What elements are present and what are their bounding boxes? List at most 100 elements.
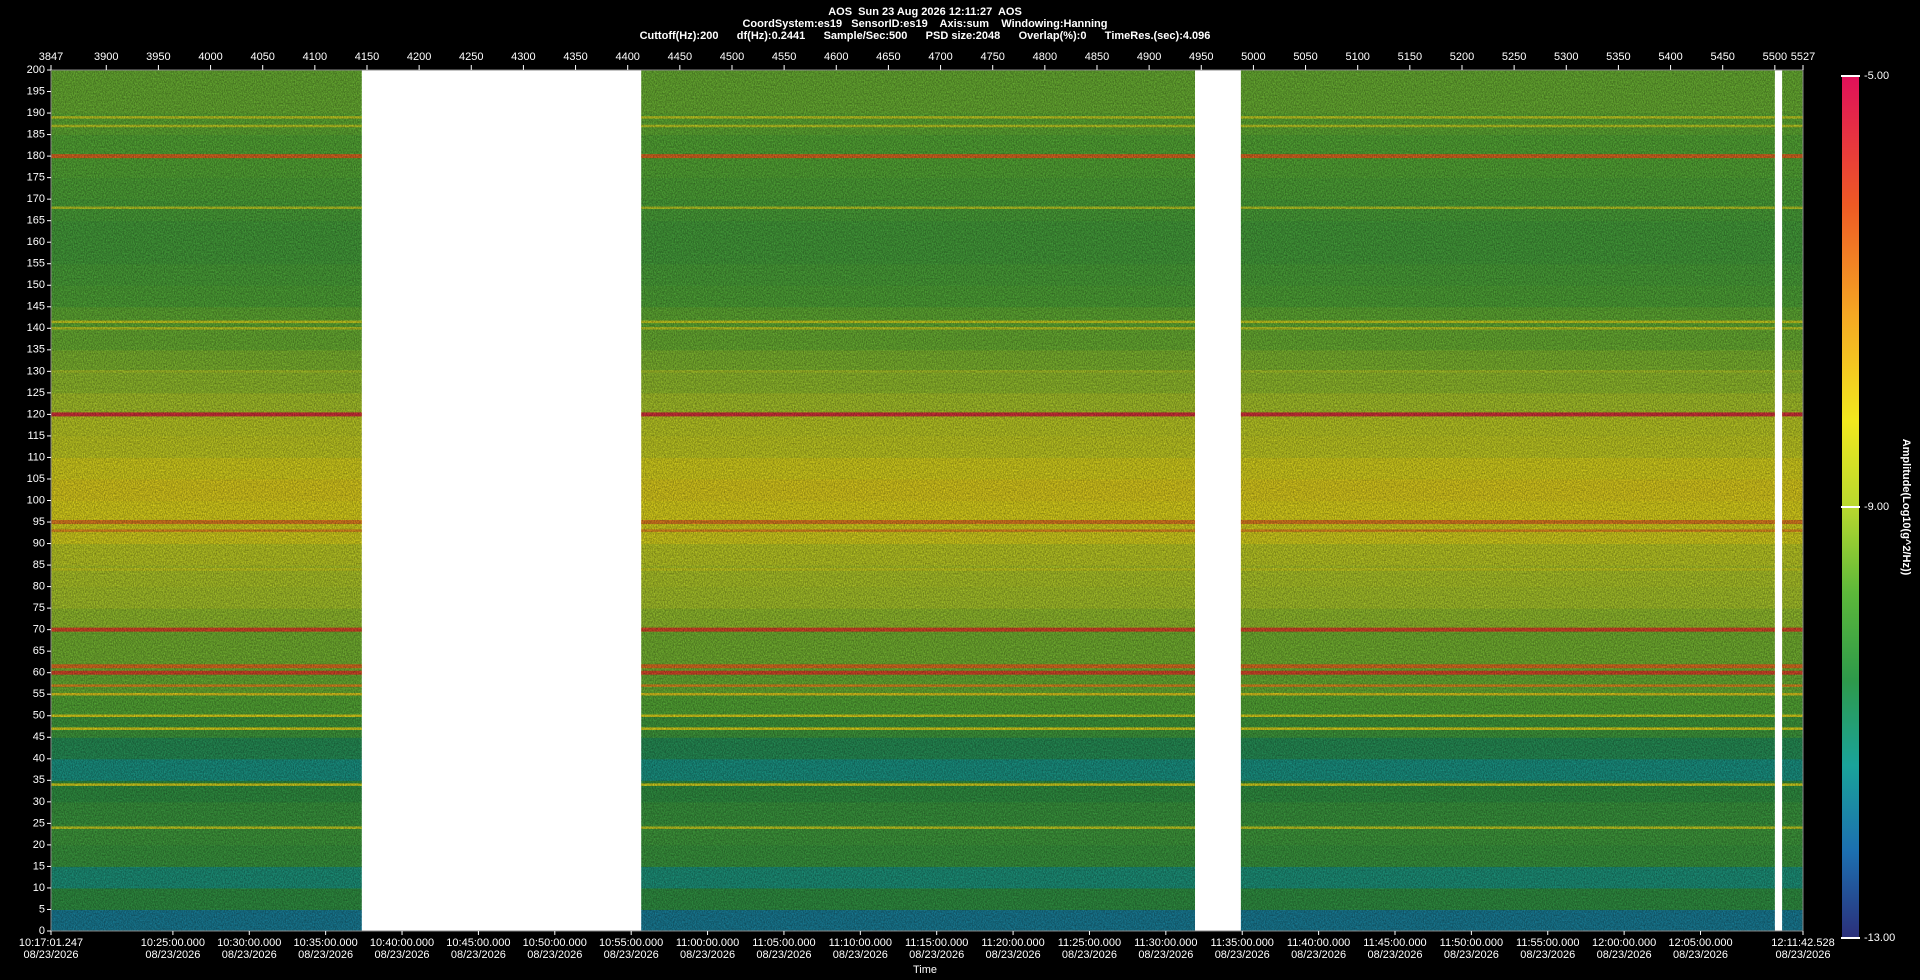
y-tick-label: 40 <box>33 753 45 765</box>
y-tick-label: 145 <box>27 301 45 313</box>
x-tick-label: 4000 <box>198 51 222 63</box>
y-tick-label: 150 <box>27 279 45 291</box>
y-tick-label: 95 <box>33 516 45 528</box>
date-tick-label: 08/23/2026 <box>1062 949 1117 961</box>
time-tick-label: 11:50:00.000 <box>1440 937 1503 949</box>
time-tick-label: 12:11:42.528 <box>1771 937 1834 949</box>
y-tick-label: 120 <box>27 408 45 420</box>
y-tick-label: 190 <box>27 107 45 119</box>
y-tick-label: 165 <box>27 215 45 227</box>
y-tick-label: 110 <box>27 451 45 463</box>
y-tick-label: 180 <box>27 150 45 162</box>
y-tick-label: 65 <box>33 645 45 657</box>
y-tick-label: 85 <box>33 559 45 571</box>
x-tick-label: 4300 <box>511 51 535 63</box>
x-tick-label: 5350 <box>1606 51 1630 63</box>
time-tick-label: 11:05:00.000 <box>752 937 815 949</box>
y-tick-label: 80 <box>33 581 45 593</box>
time-tick-label: 12:00:00.000 <box>1592 937 1656 949</box>
date-tick-label: 08/23/2026 <box>1673 949 1728 961</box>
y-tick-label: 125 <box>27 387 45 399</box>
time-tick-label: 11:25:00.000 <box>1058 937 1121 949</box>
x-tick-label: 5527 <box>1791 51 1815 63</box>
date-tick-label: 08/23/2026 <box>1367 949 1422 961</box>
x-tick-label: 5100 <box>1345 51 1369 63</box>
date-tick-label: 08/23/2026 <box>986 949 1041 961</box>
time-tick-label: 10:30:00.000 <box>217 937 281 949</box>
y-tick-label: 100 <box>27 494 45 506</box>
y-tick-label: 10 <box>33 882 45 894</box>
x-tick-label: 5250 <box>1502 51 1526 63</box>
date-tick-label: 08/23/2026 <box>527 949 582 961</box>
x-tick-label: 5450 <box>1710 51 1734 63</box>
x-tick-label: 5000 <box>1241 51 1265 63</box>
y-tick-label: 60 <box>33 667 45 679</box>
x-tick-label: 4800 <box>1033 51 1057 63</box>
x-tick-label: 4550 <box>772 51 796 63</box>
x-tick-label: 4850 <box>1085 51 1109 63</box>
x-tick-label: 3900 <box>94 51 118 63</box>
y-tick-label: 55 <box>33 688 45 700</box>
date-tick-label: 08/23/2026 <box>298 949 353 961</box>
date-tick-label: 08/23/2026 <box>375 949 430 961</box>
date-tick-label: 08/23/2026 <box>23 949 78 961</box>
x-axis-label: Time <box>913 964 937 976</box>
x-tick-label: 4100 <box>303 51 327 63</box>
y-tick-label: 90 <box>33 537 45 549</box>
title-line: CoordSystem:es19 SensorID:es19 Axis:sum … <box>742 18 1107 30</box>
date-tick-label: 08/23/2026 <box>1520 949 1575 961</box>
time-tick-label: 11:35:00.000 <box>1211 937 1274 949</box>
x-tick-label: 4350 <box>563 51 587 63</box>
x-tick-label: 5150 <box>1398 51 1422 63</box>
y-tick-label: 25 <box>33 817 45 829</box>
date-tick-label: 08/23/2026 <box>680 949 735 961</box>
y-tick-label: 115 <box>27 430 45 442</box>
x-tick-label: 4050 <box>250 51 274 63</box>
y-tick-label: 105 <box>27 473 45 485</box>
time-tick-label: 11:55:00.000 <box>1516 937 1579 949</box>
date-tick-label: 08/23/2026 <box>756 949 811 961</box>
y-tick-label: 175 <box>27 172 45 184</box>
time-tick-label: 11:15:00.000 <box>905 937 968 949</box>
x-tick-label: 4600 <box>824 51 848 63</box>
y-tick-label: 20 <box>33 839 45 851</box>
date-tick-label: 08/23/2026 <box>604 949 659 961</box>
colorbar-tick-label: -9.00 <box>1864 501 1889 513</box>
time-tick-label: 10:50:00.000 <box>523 937 587 949</box>
x-tick-label: 4200 <box>407 51 431 63</box>
time-tick-label: 11:20:00.000 <box>981 937 1044 949</box>
texture <box>51 70 1803 931</box>
x-tick-label: 3847 <box>39 51 63 63</box>
colorbar-label: Amplitude(Log10(g^2/Hz)) <box>1900 439 1912 576</box>
time-tick-label: 10:40:00.000 <box>370 937 434 949</box>
time-tick-label: 11:00:00.000 <box>676 937 739 949</box>
date-tick-label: 08/23/2026 <box>1444 949 1499 961</box>
x-tick-label: 4450 <box>668 51 692 63</box>
x-tick-label: 4250 <box>459 51 483 63</box>
y-tick-label: 45 <box>33 731 45 743</box>
x-tick-label: 3950 <box>146 51 170 63</box>
time-tick-label: 10:25:00.000 <box>141 937 205 949</box>
date-tick-label: 08/23/2026 <box>1597 949 1652 961</box>
y-tick-label: 130 <box>27 365 45 377</box>
y-tick-label: 195 <box>27 85 45 97</box>
date-tick-label: 08/23/2026 <box>1138 949 1193 961</box>
x-tick-label: 5050 <box>1293 51 1317 63</box>
x-tick-label: 5200 <box>1450 51 1474 63</box>
x-tick-label: 4950 <box>1189 51 1213 63</box>
x-tick-label: 5300 <box>1554 51 1578 63</box>
x-tick-label: 4700 <box>928 51 952 63</box>
x-tick-label: 5500 <box>1763 51 1787 63</box>
y-tick-label: 155 <box>27 258 45 270</box>
time-tick-label: 10:35:00.000 <box>294 937 358 949</box>
x-tick-label: 4650 <box>876 51 900 63</box>
y-tick-label: 135 <box>27 344 45 356</box>
date-tick-label: 08/23/2026 <box>1775 949 1830 961</box>
x-tick-label: 4500 <box>720 51 744 63</box>
y-tick-label: 5 <box>39 903 45 915</box>
time-tick-label: 11:10:00.000 <box>829 937 892 949</box>
y-tick-label: 185 <box>27 128 45 140</box>
date-tick-label: 08/23/2026 <box>1291 949 1346 961</box>
